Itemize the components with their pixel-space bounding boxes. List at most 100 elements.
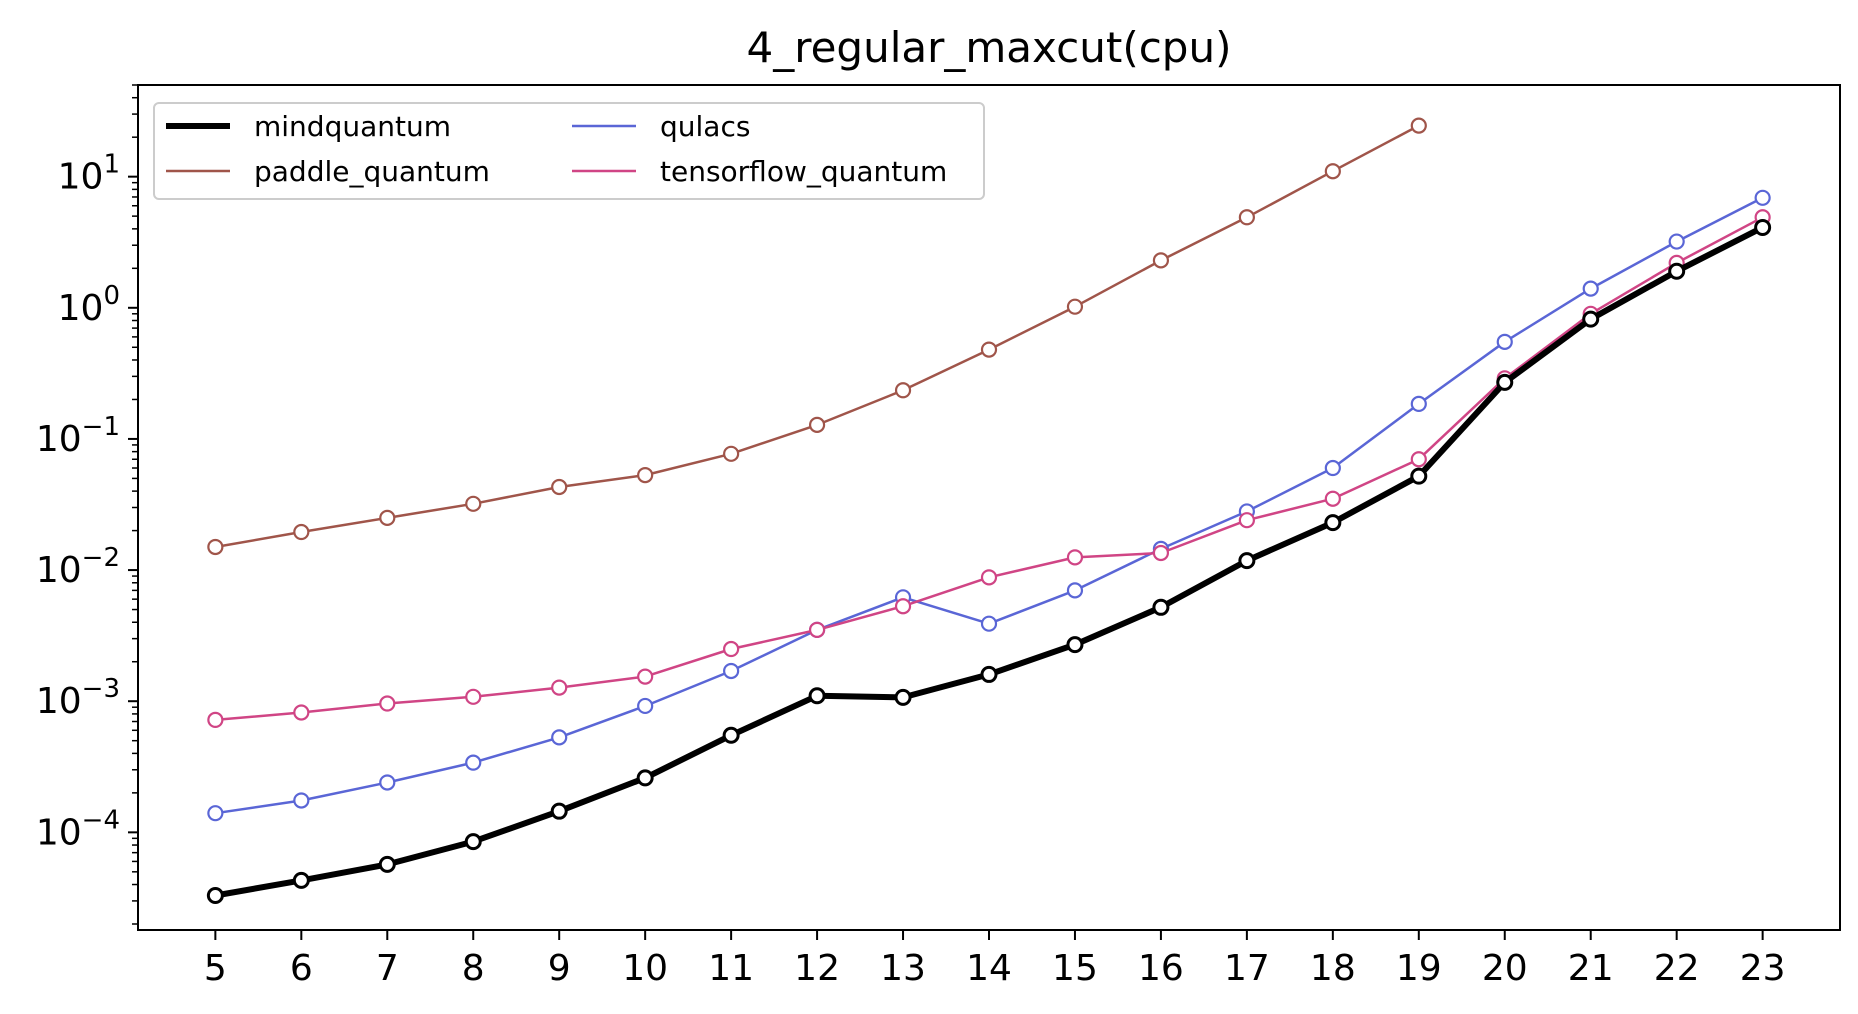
data-point [1066, 636, 1084, 654]
legend-label-mindquantum: mindquantum [254, 110, 451, 143]
data-point [1324, 514, 1342, 532]
chart-title: 4_regular_maxcut(cpu) [747, 23, 1232, 72]
y-tick-label: 10−1 [36, 412, 120, 460]
data-point [1238, 512, 1255, 529]
data-point [207, 805, 224, 822]
data-point [551, 478, 568, 496]
data-point [465, 754, 482, 771]
data-point [1410, 117, 1427, 134]
data-point [1324, 490, 1341, 507]
data-point [206, 886, 224, 904]
x-tick-label: 19 [1396, 948, 1442, 989]
data-point [636, 769, 654, 787]
data-point [207, 538, 224, 556]
x-tick-label: 6 [290, 948, 313, 989]
data-point [1496, 333, 1513, 350]
data-point [894, 688, 912, 706]
y-tick-label: 100 [58, 281, 120, 329]
x-tick-label: 20 [1482, 948, 1528, 989]
y-tick-label: 10−4 [36, 805, 120, 853]
data-point [1496, 373, 1514, 391]
plot-series [206, 117, 1772, 904]
y-tick-label: 10−2 [36, 543, 120, 591]
x-tick-label: 13 [880, 948, 926, 989]
x-tick-label: 18 [1310, 948, 1356, 989]
data-point [808, 621, 826, 638]
data-point [637, 466, 654, 484]
data-point [808, 687, 826, 705]
x-tick-label: 23 [1740, 948, 1786, 989]
data-point [1152, 598, 1170, 616]
data-point [637, 697, 654, 715]
data-point [1582, 310, 1600, 328]
data-point [980, 665, 998, 683]
x-tick-label: 9 [548, 948, 571, 989]
data-point [723, 445, 740, 462]
x-tick-label: 7 [376, 948, 399, 989]
data-point [293, 523, 310, 541]
data-point [551, 729, 568, 746]
data-point [464, 833, 482, 851]
data-point [293, 704, 310, 721]
data-point [1324, 163, 1341, 180]
x-tick-label: 16 [1138, 948, 1184, 989]
series-mindquantum [206, 218, 1772, 904]
legend-label-tensorflow_quantum: tensorflow_quantum [660, 155, 947, 188]
data-point [980, 569, 998, 586]
data-point [808, 416, 826, 433]
data-point [1754, 218, 1772, 236]
data-point [551, 679, 568, 696]
data-point [1324, 459, 1341, 477]
x-tick-label: 14 [966, 948, 1012, 989]
data-point [723, 662, 740, 680]
legend-label-paddle_quantum: paddle_quantum [254, 155, 490, 188]
data-point [1410, 395, 1427, 412]
x-tick-label: 17 [1224, 948, 1270, 989]
series-paddle_quantum [207, 117, 1427, 556]
data-point [379, 509, 396, 526]
data-point [1668, 233, 1685, 250]
legend: mindquantum qulacs paddle_quantum tensorflo… [153, 102, 985, 200]
x-tick-label: 15 [1052, 948, 1098, 989]
x-tick-label: 12 [794, 948, 840, 989]
data-point [722, 726, 740, 744]
x-tick-label: 21 [1568, 948, 1614, 989]
x-tick-label: 11 [708, 948, 754, 989]
data-point [980, 615, 998, 632]
data-point [379, 774, 396, 791]
data-point [378, 855, 396, 873]
data-point [1754, 189, 1771, 206]
x-tick-label: 10 [622, 948, 668, 989]
data-point [1066, 549, 1084, 566]
data-point [723, 640, 740, 658]
data-point [207, 711, 224, 729]
y-tick-label: 101 [58, 150, 120, 198]
data-point [550, 802, 568, 820]
data-point [637, 668, 654, 685]
x-tick-label: 5 [204, 948, 227, 989]
y-tick-label: 10−3 [36, 674, 120, 722]
data-point [1238, 552, 1256, 570]
data-point [980, 341, 998, 358]
axis-ticks: 5 6 7 8 9 10 11 12 13 14 15 16 17 18 19 20 21 22 23 10−4 10−… [36, 84, 1786, 989]
data-point [465, 688, 482, 705]
data-point [1066, 582, 1084, 599]
data-point [1066, 298, 1084, 315]
data-point [1410, 451, 1427, 468]
legend-label-qulacs: qulacs [660, 110, 750, 143]
legend-box [153, 102, 985, 200]
data-point [379, 695, 396, 712]
data-point [1582, 280, 1599, 297]
data-point [465, 495, 482, 512]
data-point [1238, 209, 1255, 226]
data-point [293, 792, 310, 809]
x-tick-label: 22 [1654, 948, 1700, 989]
plot-frame [137, 84, 1841, 931]
data-point [1668, 262, 1686, 280]
data-point [894, 382, 912, 399]
x-tick-label: 8 [462, 948, 485, 989]
data-point [1152, 252, 1170, 269]
data-point [1410, 467, 1428, 485]
data-point [1152, 544, 1170, 562]
